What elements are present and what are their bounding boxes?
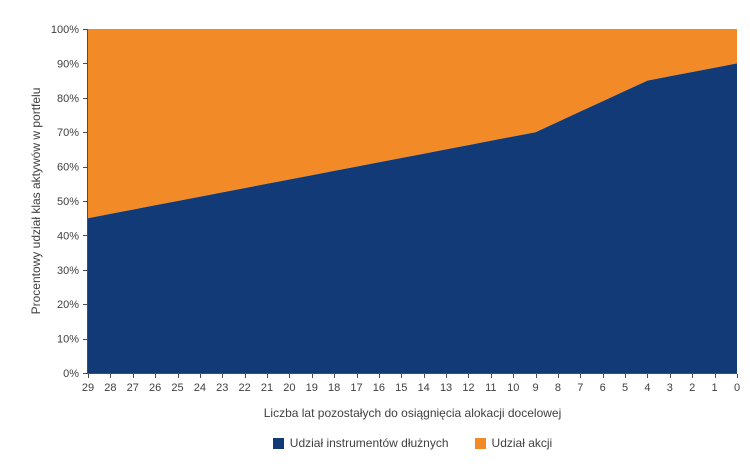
y-tick-label: 0% (63, 368, 79, 380)
x-tick-label: 13 (440, 382, 452, 394)
y-tick-label: 30% (57, 265, 79, 277)
x-tick-label: 15 (395, 382, 407, 394)
x-tick-label: 26 (149, 382, 161, 394)
x-axis-title: Liczba lat pozostałych do osiągnięcia al… (263, 406, 562, 420)
x-tick-label: 2 (689, 382, 695, 394)
x-tick-label: 17 (350, 382, 362, 394)
y-tick-label: 90% (57, 58, 79, 70)
x-tick-label: 5 (622, 382, 628, 394)
debt-area (88, 63, 737, 374)
legend-item-debt: Udział instrumentów dłużnych (272, 436, 449, 450)
x-tick-label: 18 (328, 382, 340, 394)
x-tick-label: 3 (667, 382, 673, 394)
y-tick-label: 70% (57, 127, 79, 139)
y-tick-label: 10% (57, 334, 79, 346)
x-tick-label: 29 (82, 382, 94, 394)
x-tick-label: 16 (373, 382, 385, 394)
equity-area (88, 29, 737, 219)
x-tick-label: 23 (216, 382, 228, 394)
x-tick-label: 7 (577, 382, 583, 394)
legend-item-equity: Udział akcji (474, 436, 553, 450)
x-tick-label: 9 (533, 382, 539, 394)
x-tick-label: 28 (104, 382, 116, 394)
x-tick-label: 8 (555, 382, 561, 394)
x-tick-label: 22 (239, 382, 251, 394)
x-tick-label: 10 (507, 382, 519, 394)
x-tick-label: 19 (306, 382, 318, 394)
y-axis-title: Procentowy udział klas aktywów w portfel… (29, 87, 43, 315)
x-tick-label: 20 (283, 382, 295, 394)
y-tick-label: 20% (57, 299, 79, 311)
x-tick-label: 14 (418, 382, 430, 394)
x-tick-label: 0 (734, 382, 740, 394)
legend-label-debt: Udział instrumentów dłużnych (289, 436, 449, 450)
y-tick-label: 60% (57, 162, 79, 174)
y-tick-label: 100% (51, 24, 79, 36)
x-tick-label: 25 (171, 382, 183, 394)
x-tick-label: 24 (194, 382, 206, 394)
x-tick-label: 11 (485, 382, 496, 394)
legend-label-equity: Udział akcji (491, 436, 553, 450)
y-tick-label: 40% (57, 230, 79, 242)
x-tick-label: 1 (712, 382, 718, 394)
equity-series-swatch (474, 437, 486, 449)
debt-series-swatch (272, 437, 284, 449)
y-tick-label: 50% (57, 196, 79, 208)
x-tick-label: 6 (600, 382, 606, 394)
y-tick-label: 80% (57, 93, 79, 105)
x-tick-label: 4 (644, 382, 650, 394)
x-tick-label: 12 (462, 382, 474, 394)
x-tick-label: 27 (127, 382, 139, 394)
x-tick-label: 21 (261, 382, 273, 394)
legend: Udział instrumentów dłużnych Udział akcj… (88, 436, 737, 450)
